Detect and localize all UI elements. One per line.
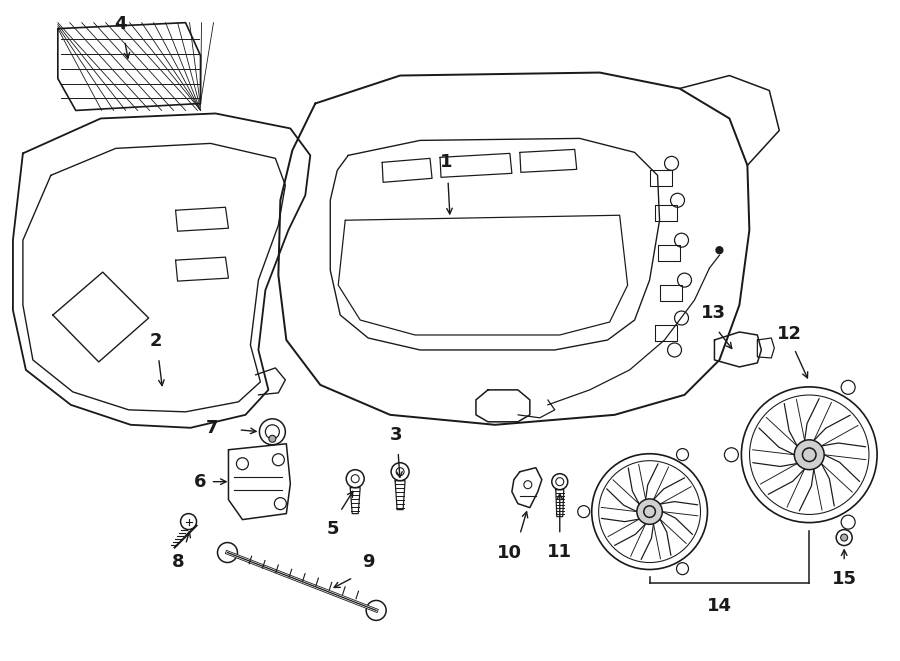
Text: 4: 4 — [114, 15, 127, 32]
Text: 15: 15 — [832, 570, 857, 588]
Text: 10: 10 — [498, 543, 522, 562]
Text: 8: 8 — [172, 553, 184, 570]
Text: 2: 2 — [149, 332, 162, 350]
Circle shape — [269, 436, 276, 442]
Text: 11: 11 — [547, 543, 572, 561]
Text: 9: 9 — [362, 553, 374, 572]
Circle shape — [795, 440, 824, 470]
Text: 3: 3 — [390, 426, 402, 444]
Text: 13: 13 — [701, 304, 726, 322]
Text: 7: 7 — [206, 419, 219, 437]
Text: 1: 1 — [440, 153, 453, 171]
Text: 6: 6 — [194, 473, 206, 490]
Circle shape — [716, 247, 723, 254]
Circle shape — [637, 499, 662, 524]
Text: 5: 5 — [327, 520, 339, 537]
Circle shape — [841, 534, 848, 541]
Text: 12: 12 — [777, 325, 802, 343]
Text: 14: 14 — [706, 598, 732, 615]
